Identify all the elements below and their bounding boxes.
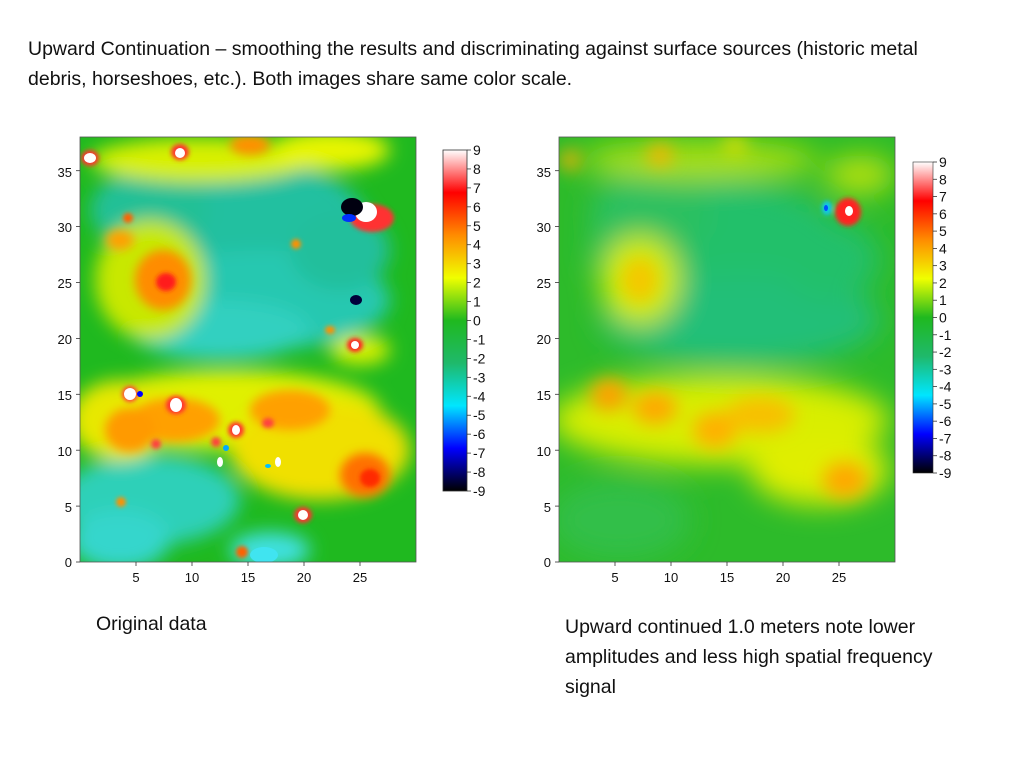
caption-original-data: Original data — [96, 613, 207, 635]
colorbar-label: -9 — [473, 483, 486, 499]
y-tick-label: 35 — [537, 165, 551, 180]
x-tick-label: 15 — [241, 570, 255, 585]
x-tick-label: 25 — [832, 570, 846, 585]
caption-upward-continued: Upward continued 1.0 meters note lower a… — [565, 616, 933, 698]
colorbar-label: 7 — [473, 180, 481, 196]
y-tick-label: 10 — [537, 444, 551, 459]
colorbar-label: 2 — [939, 275, 947, 291]
colorbar-label: -6 — [473, 426, 486, 442]
y-tick-label: 35 — [58, 165, 72, 180]
x-tick-label: 5 — [132, 570, 139, 585]
colorbar-label: 8 — [473, 161, 481, 177]
map-original-colorbar: 9 8 7 6 5 4 3 2 1 0 -1 -2 -3 -4 -5 -6 -7 -8 -9 — [442, 142, 486, 499]
colorbar-label: 9 — [939, 154, 947, 170]
x-tick-label: 20 — [776, 570, 790, 585]
y-tick-label: 5 — [65, 500, 72, 515]
colorbar-label: 4 — [473, 237, 481, 253]
colorbar-label: -3 — [939, 361, 952, 377]
map-upward-continued-axes: 5 10 15 20 25 0 5 10 15 20 25 30 35 — [537, 165, 847, 585]
colorbar-label: 8 — [939, 171, 947, 187]
y-tick-label: 30 — [58, 220, 72, 235]
colorbar-label: 3 — [939, 258, 947, 274]
colorbar-label: -2 — [473, 350, 486, 366]
colorbar-label: 5 — [473, 218, 481, 234]
x-tick-label: 5 — [611, 570, 618, 585]
y-tick-label: 30 — [537, 220, 551, 235]
colorbar-label: 6 — [939, 206, 947, 222]
map-upward-continued: 5 10 15 20 25 0 5 10 15 20 25 30 35 9876… — [537, 136, 952, 585]
y-tick-label: 10 — [58, 444, 72, 459]
y-tick-label: 15 — [537, 388, 551, 403]
map-upward-continued-field — [559, 137, 895, 562]
map-original-axes: 5 10 15 20 25 0 5 10 15 20 25 30 35 — [58, 165, 368, 585]
x-tick-label: 15 — [720, 570, 734, 585]
x-tick-label: 10 — [185, 570, 199, 585]
colorbar-scale — [442, 149, 468, 492]
colorbar-label: -4 — [939, 379, 952, 395]
colorbar-label: -8 — [473, 464, 486, 480]
colorbar-label: 7 — [939, 189, 947, 205]
y-tick-label: 20 — [537, 332, 551, 347]
colorbar-label: -6 — [939, 413, 952, 429]
y-tick-label: 15 — [58, 388, 72, 403]
slide-title: Upward Continuation – smoothing the resu… — [28, 38, 918, 90]
colorbar-label: 6 — [473, 199, 481, 215]
colorbar-label: -1 — [939, 327, 952, 343]
colorbar-label: -7 — [939, 430, 952, 446]
colorbar-label: 1 — [473, 294, 481, 310]
colorbar-label: -4 — [473, 388, 486, 404]
colorbar-label: -1 — [473, 331, 486, 347]
colorbar-label: 1 — [939, 292, 947, 308]
y-tick-label: 25 — [537, 276, 551, 291]
x-tick-label: 25 — [353, 570, 367, 585]
map-original: 5 10 15 20 25 0 5 10 15 20 25 30 35 9876… — [58, 136, 486, 585]
colorbar-label: -8 — [939, 448, 952, 464]
colorbar-label: -5 — [939, 396, 952, 412]
x-tick-label: 10 — [664, 570, 678, 585]
colorbar-label: -9 — [939, 465, 952, 481]
colorbar-label: -5 — [473, 407, 486, 423]
colorbar-label: 0 — [939, 310, 947, 326]
colorbar-scale — [912, 161, 934, 474]
colorbar-label: -3 — [473, 369, 486, 385]
colorbar-label: -2 — [939, 344, 952, 360]
map-original-field — [80, 137, 416, 562]
colorbar-label: 2 — [473, 275, 481, 291]
y-tick-label: 0 — [65, 555, 72, 570]
colorbar-label: 5 — [939, 223, 947, 239]
y-tick-label: 25 — [58, 276, 72, 291]
y-tick-label: 0 — [544, 555, 551, 570]
y-tick-label: 20 — [58, 332, 72, 347]
colorbar-label: 0 — [473, 313, 481, 329]
colorbar-label: 9 — [473, 142, 481, 158]
colorbar-label: -7 — [473, 445, 486, 461]
x-tick-label: 20 — [297, 570, 311, 585]
colorbar-label: 4 — [939, 240, 947, 256]
y-tick-label: 5 — [544, 500, 551, 515]
colorbar-label: 3 — [473, 256, 481, 272]
